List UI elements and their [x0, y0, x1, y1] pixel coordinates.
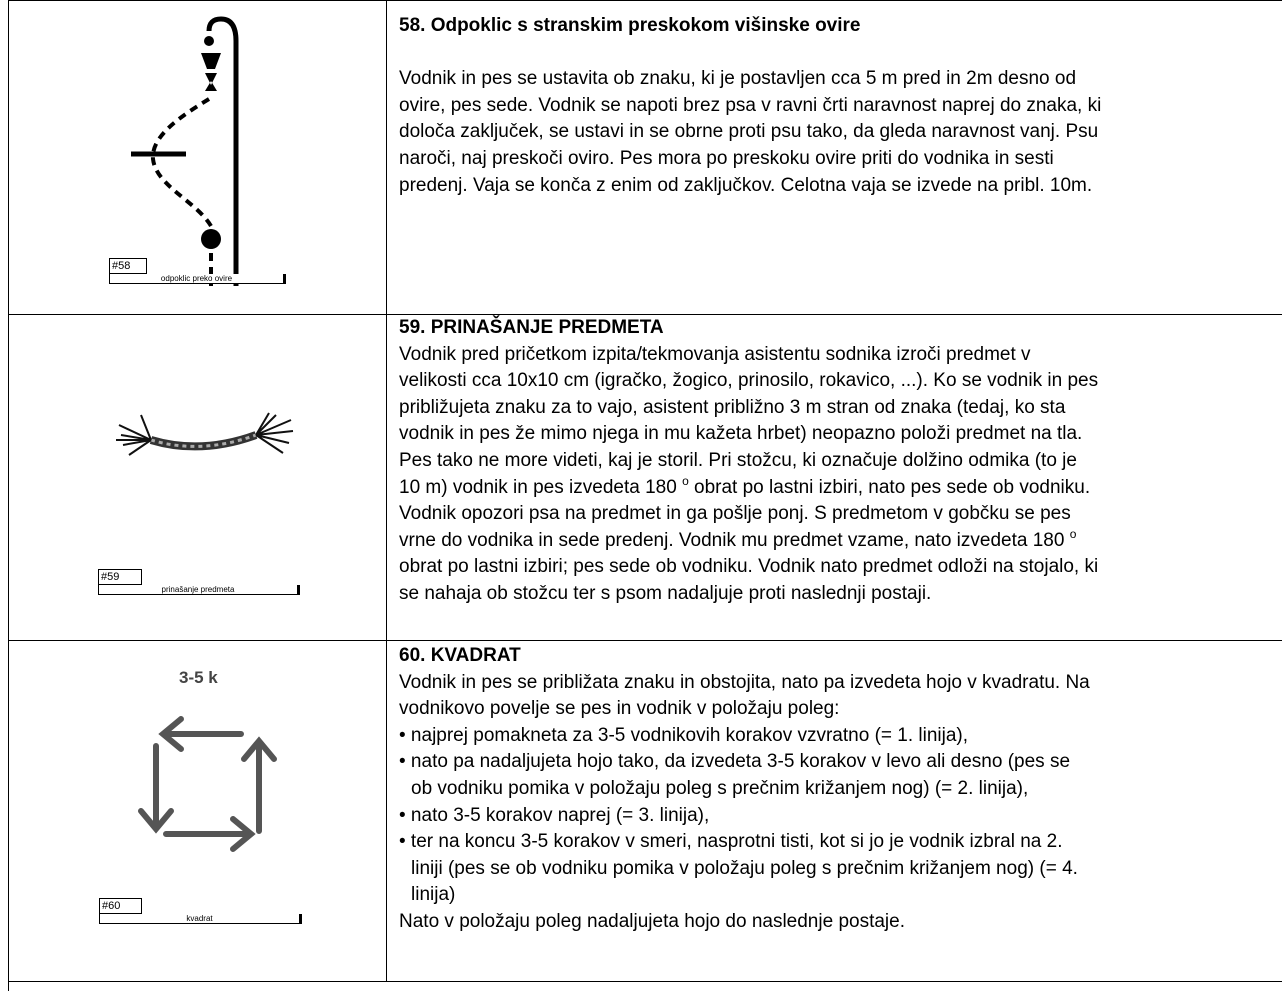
rope-image	[116, 412, 294, 456]
text-line: Vodnik pred pričetkom izpita/tekmovanja …	[399, 343, 1031, 365]
text-line: • nato 3-5 korakov naprej (= 3. linija),	[399, 804, 710, 826]
text-part: obrat po lastni izbiri, nato pes sede ob…	[688, 476, 1091, 498]
text-line: vodnikovo povelje se pes in vodnik v pol…	[399, 698, 840, 720]
exercise-title: 60. KVADRAT	[399, 645, 521, 666]
square-diagram	[138, 716, 277, 852]
text-line: določa zaključek, se ustavi in se obrne …	[399, 121, 1099, 143]
image-caption: prinašanje predmeta	[98, 585, 300, 595]
text-line: Vodnik opozori psa na predmet in ga pošl…	[399, 503, 1071, 525]
table-row: #59 prinašanje predmeta 59. PRINAŠANJE P…	[9, 315, 1282, 641]
text-line: vodnik in pes že mimo njega in mu kažeta…	[399, 423, 1083, 445]
text-line: velikosti cca 10x10 cm (igračko, žogico,…	[399, 370, 1099, 392]
text-line: se nahaja ob stožcu ter s psom nadaljuje…	[399, 582, 932, 604]
exercise-title: 59. PRINAŠANJE PREDMETA	[399, 317, 664, 338]
text-cell: 60. KVADRAT Vodnik in pes se približata z…	[399, 643, 1282, 936]
image-cell: 3-5 k #60 kvadrat	[9, 641, 387, 981]
text-line: približujeta znaku za to vajo, asistent …	[399, 396, 1066, 418]
page: {"rows": [ {"label": "#58", "caption": "…	[8, 0, 1282, 991]
image-label: #59	[98, 569, 142, 585]
text-line: ovire, pes sede. Vodnik se napoti brez p…	[399, 94, 1102, 116]
text-line: Pes tako ne more videti, kaj je storil. …	[399, 449, 1077, 471]
text-line: 10 m) vodnik in pes izvedeta 180 o obrat…	[399, 475, 1282, 502]
text-line: • nato pa nadaljujeta hojo tako, da izve…	[399, 751, 1071, 773]
text-line: Vodnik in pes se približata znaku in obs…	[399, 671, 1090, 693]
image-caption: odpoklic preko ovire	[109, 274, 286, 284]
text-cell: 59. PRINAŠANJE PREDMETA Vodnik pred priče…	[399, 315, 1282, 608]
image-label: #60	[99, 898, 142, 914]
image-cell: #59 prinašanje predmeta	[9, 315, 387, 640]
table-row: 3-5 k #60 kvadrat 60. KVADRAT Vodnik in p…	[9, 641, 1282, 982]
image-cell: #58 odpoklic preko ovire	[9, 1, 387, 314]
text-line: naroči, naj preskoči oviro. Pes mora po …	[399, 147, 1054, 169]
text-line: linija)	[411, 884, 456, 906]
text-line: Vodnik in pes se ustavita ob znaku, ki j…	[399, 68, 1077, 90]
exercise-table: #58 odpoklic preko ovire 58. Odpoklic s …	[8, 0, 1282, 991]
text-line: • najprej pomakneta za 3-5 vodnikovih ko…	[399, 724, 969, 746]
text-line: vrne do vodnika in sede predenj. Vodnik …	[399, 528, 1282, 555]
table-row: #58 odpoklic preko ovire 58. Odpoklic s …	[9, 1, 1282, 315]
text-cell: 58. Odpoklic s stranskim preskokom višin…	[399, 13, 1282, 199]
diagram-recall-hurdle	[131, 16, 239, 286]
steps-label: 3-5 k	[179, 668, 218, 687]
superscript: o	[682, 473, 689, 488]
text-line: liniji (pes se ob vodniku pomika v polož…	[411, 857, 1078, 879]
text-line: • ter na koncu 3-5 korakov v smeri, nasp…	[399, 831, 1063, 853]
text-line: ob vodniku pomika v položaju poleg s pre…	[411, 777, 1029, 799]
superscript: o	[1069, 526, 1077, 541]
text-line: Nato v položaju poleg nadaljujeta hojo d…	[399, 910, 905, 932]
text-part: 10 m) vodnik in pes izvedeta 180	[399, 476, 683, 498]
text-line: predenj. Vaja se konča z enim od zaključ…	[399, 174, 1093, 196]
text-part: vrne do vodnika in sede predenj. Vodnik …	[399, 529, 1070, 551]
image-label: #58	[109, 258, 147, 274]
text-line: obrat po lastni izbiri; pes sede ob vodn…	[399, 556, 1099, 578]
exercise-title: 58. Odpoklic s stranskim preskokom višin…	[399, 15, 861, 36]
image-caption: kvadrat	[99, 914, 302, 924]
